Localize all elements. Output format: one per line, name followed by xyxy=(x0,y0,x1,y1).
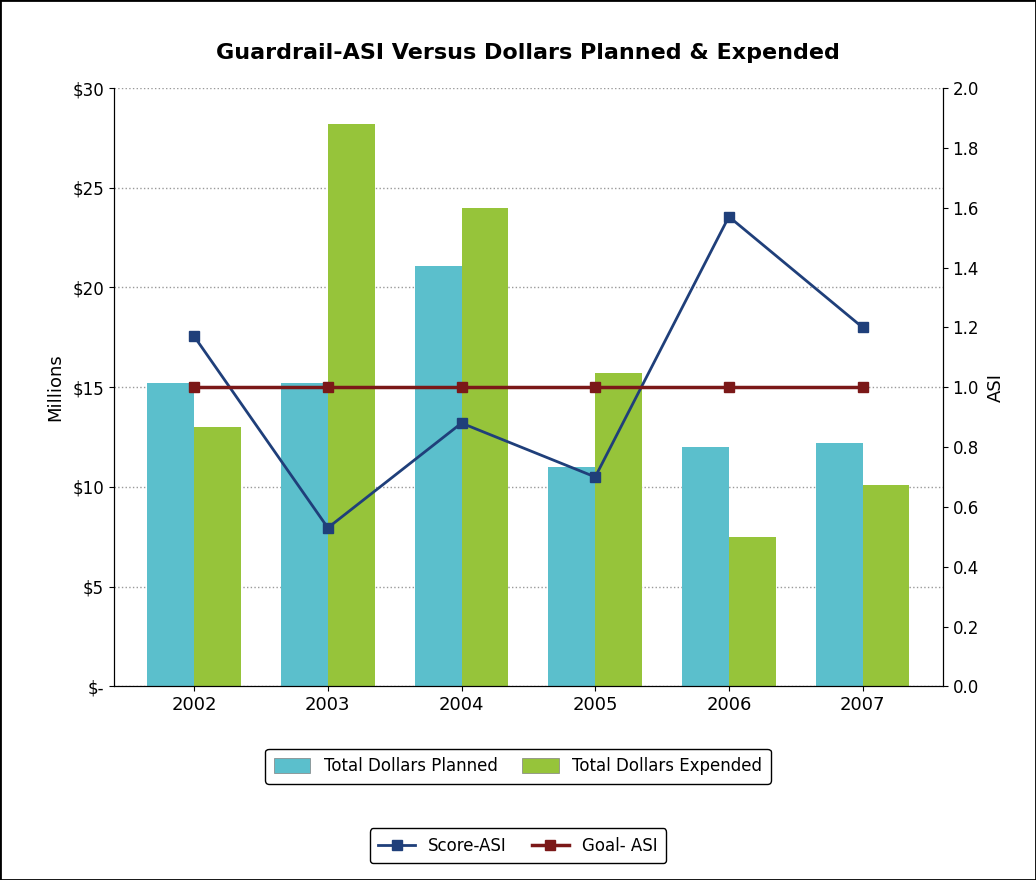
Y-axis label: ASI: ASI xyxy=(987,373,1005,401)
Line: Goal- ASI: Goal- ASI xyxy=(190,382,867,392)
Goal- ASI xyxy=(321,382,334,392)
Y-axis label: Millions: Millions xyxy=(47,354,64,421)
Bar xyxy=(327,124,375,686)
Score-ASI xyxy=(723,211,736,222)
Bar xyxy=(863,485,910,686)
Goal- ASI xyxy=(857,382,869,392)
Goal- ASI xyxy=(455,382,467,392)
Bar xyxy=(729,537,776,686)
Bar xyxy=(682,447,729,686)
Goal- ASI xyxy=(589,382,602,392)
Bar xyxy=(461,208,509,686)
Score-ASI xyxy=(857,322,869,333)
Bar xyxy=(281,383,327,686)
Goal- ASI xyxy=(723,382,736,392)
Legend: Score-ASI, Goal- ASI: Score-ASI, Goal- ASI xyxy=(370,828,666,863)
Score-ASI xyxy=(321,523,334,533)
Bar xyxy=(414,266,461,686)
Score-ASI xyxy=(188,331,200,341)
Goal- ASI xyxy=(188,382,200,392)
Bar xyxy=(147,383,194,686)
Bar xyxy=(596,373,642,686)
Bar xyxy=(194,427,241,686)
Bar xyxy=(548,467,596,686)
Bar xyxy=(815,443,863,686)
Legend: Total Dollars Planned, Total Dollars Expended: Total Dollars Planned, Total Dollars Exp… xyxy=(265,749,771,784)
Score-ASI xyxy=(455,418,467,429)
Score-ASI xyxy=(589,472,602,482)
Title: Guardrail-ASI Versus Dollars Planned & Expended: Guardrail-ASI Versus Dollars Planned & E… xyxy=(217,43,840,63)
Line: Score-ASI: Score-ASI xyxy=(190,212,867,532)
